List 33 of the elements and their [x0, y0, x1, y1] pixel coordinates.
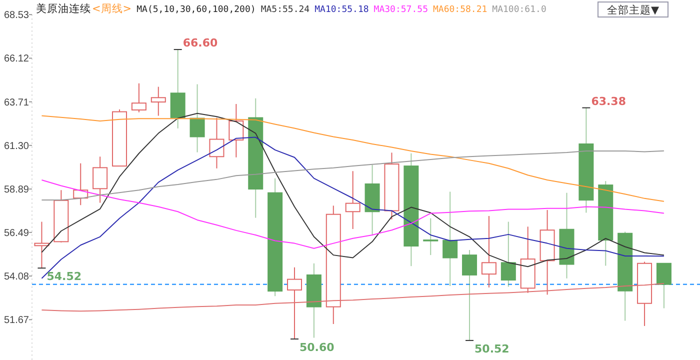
button: 全部主题▼	[598, 2, 668, 18]
annotation: 50.52	[474, 342, 510, 356]
text: MA60:58.21	[432, 5, 488, 15]
annotation: 54.52	[46, 270, 82, 284]
y-tick-label: 58.89	[4, 184, 30, 196]
candlestick	[92, 156, 108, 204]
annotation: 50.60	[300, 341, 335, 354]
annotation: 全部主题▼	[606, 4, 660, 16]
candlestick	[228, 103, 244, 158]
candlestick	[131, 82, 146, 113]
candlestick	[345, 170, 360, 230]
legend-title: MA(5,10,30,60,100,200)	[136, 5, 256, 15]
y-tick-label: 68.53	[4, 10, 30, 22]
candlestick	[209, 117, 224, 169]
annotation: 66.60	[182, 36, 218, 50]
line-series	[41, 179, 664, 249]
y-tick-label: 66.12	[4, 54, 30, 65]
y-tick-label: 51.67	[4, 315, 30, 326]
candlestick	[481, 215, 496, 288]
text: MA5:55.24	[260, 5, 310, 15]
y-tick-label: 63.71	[4, 97, 30, 108]
y-tick-label: 56.49	[4, 228, 30, 239]
text: MA100:61.0	[492, 5, 546, 15]
annotation: 63.38	[591, 94, 626, 108]
y-tick-label: 61.30	[4, 140, 30, 152]
y-tick-label: 54.08	[4, 272, 30, 283]
line-series	[41, 115, 664, 202]
line-series	[41, 150, 664, 201]
chart-subtitle: <周线>	[92, 2, 132, 15]
text: MA30:57.55	[374, 5, 428, 15]
chart-title: 美原油连续	[36, 2, 91, 15]
candlestick	[150, 86, 166, 116]
text: MA10:55.18	[314, 5, 369, 15]
